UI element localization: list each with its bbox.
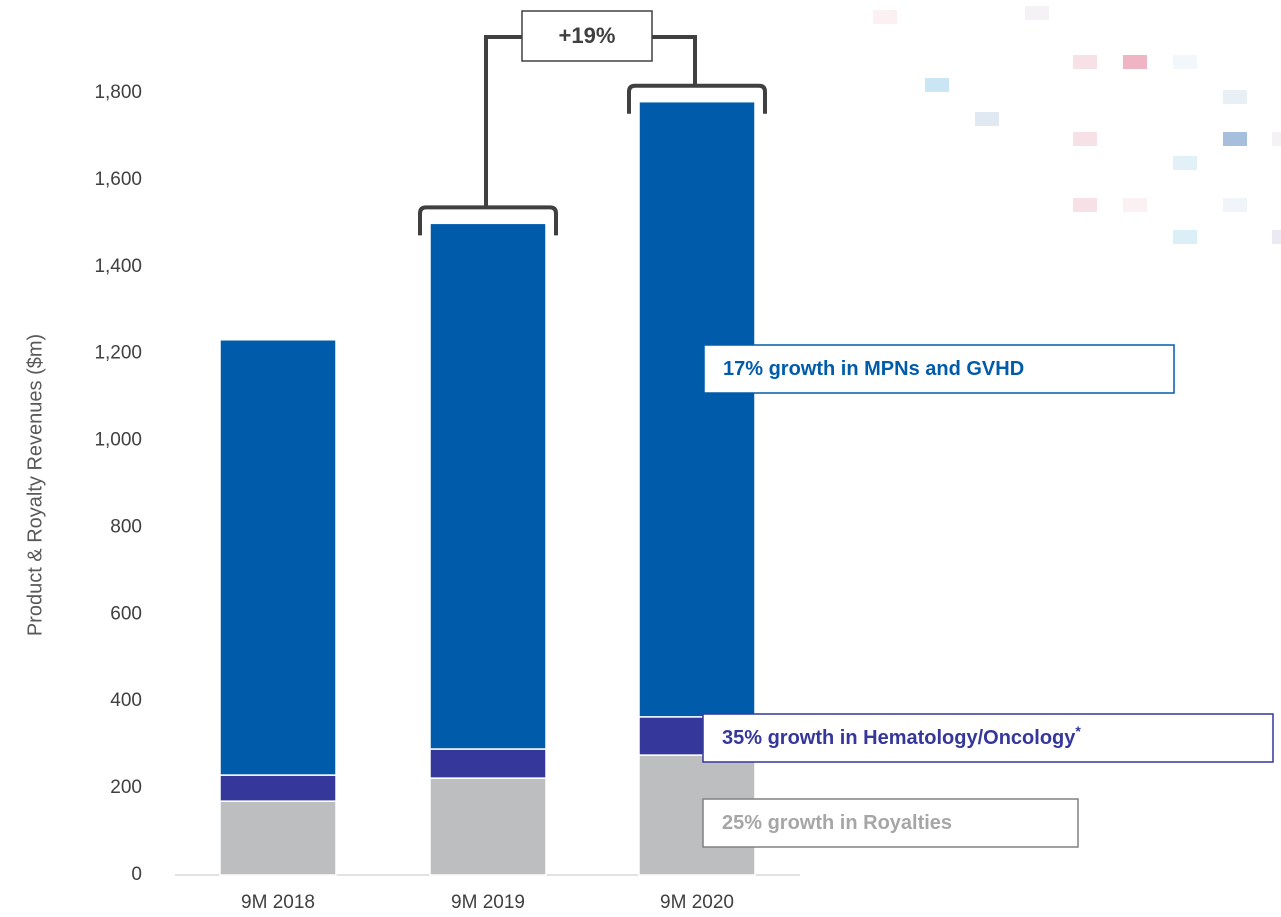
x-tick-label: 9M 2018 (241, 892, 315, 913)
bar-segment (429, 222, 547, 750)
annotation-text: 17% growth in MPNs and GVHD (723, 358, 1024, 380)
annotation-superscript: * (1075, 723, 1081, 739)
y-tick-label: 1,600 (94, 169, 142, 190)
annotation-box (702, 798, 1079, 848)
y-tick-label: 1,800 (94, 82, 142, 103)
y-tick-label: 800 (110, 516, 142, 537)
y-tick-label: 1,400 (94, 256, 142, 277)
bar-segment (429, 748, 547, 779)
y-tick-label: 400 (110, 690, 142, 711)
y-tick-label: 600 (110, 603, 142, 624)
annotation-label: 25% growth in Royalties (722, 812, 952, 834)
y-tick-label: 1,000 (94, 430, 142, 451)
y-axis-title: Product & Royalty Revenues ($m) (24, 334, 46, 636)
connector (652, 35, 697, 86)
growth-label: +19% (559, 23, 616, 48)
annotation-label: 17% growth in MPNs and GVHD (723, 358, 1024, 380)
bar-segment (638, 100, 756, 718)
bar-segment (219, 800, 337, 876)
connector (484, 35, 522, 208)
annotation-text: 25% growth in Royalties (722, 812, 952, 834)
x-tick-label: 9M 2019 (451, 892, 525, 913)
y-tick-label: 0 (131, 864, 142, 885)
annotation-box (703, 344, 1175, 394)
y-tick-label: 200 (110, 777, 142, 798)
x-tick-label: 9M 2020 (660, 892, 734, 913)
bracket (627, 83, 767, 114)
bar-segment (219, 774, 337, 802)
y-tick-label: 1,200 (94, 343, 142, 364)
decoration (873, 6, 1281, 244)
annotation-label: 35% growth in Hematology/Oncology (722, 727, 1076, 749)
bar-segment (429, 777, 547, 876)
bar-segment (219, 339, 337, 776)
growth-box (521, 10, 653, 62)
annotation-box (702, 713, 1274, 763)
annotation-text: 35% growth in Hematology/Oncology* (722, 723, 1081, 750)
